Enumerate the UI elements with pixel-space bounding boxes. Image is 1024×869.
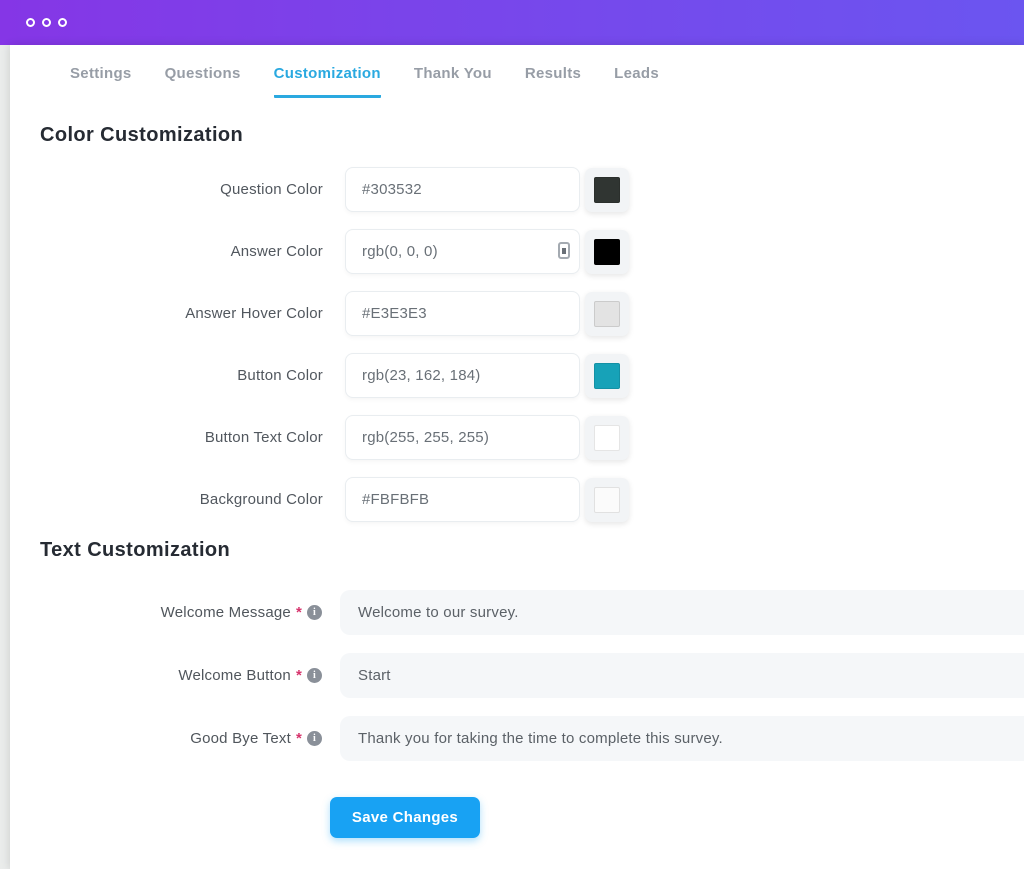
answer-color-label: Answer Color <box>230 243 323 260</box>
text-customization-title: Text Customization <box>40 539 231 561</box>
tab-leads[interactable]: Leads <box>614 65 660 82</box>
button-color-label: Button Color <box>237 367 323 384</box>
save-changes-button[interactable]: Save Changes <box>330 797 480 838</box>
goodbye-text-label: Good Bye Text <box>190 730 291 747</box>
color-swatch-icon <box>594 424 620 451</box>
welcome-message-row: Welcome Message * i <box>40 590 1024 635</box>
required-marker: * <box>295 667 302 684</box>
background-color-input[interactable] <box>345 477 580 522</box>
goodbye-text-row: Good Bye Text * i <box>40 716 1024 761</box>
button-color-input[interactable] <box>345 353 580 398</box>
goodbye-text-input[interactable] <box>340 716 1024 761</box>
tab-thank-you[interactable]: Thank You <box>413 65 492 82</box>
answer-hover-color-input[interactable] <box>345 291 580 336</box>
color-swatch-icon <box>594 362 620 389</box>
button-color-row: Button Color <box>40 353 1024 398</box>
background-color-swatch[interactable] <box>585 477 629 522</box>
window-titlebar <box>0 0 1024 45</box>
answer-color-input[interactable] <box>345 229 580 274</box>
button-text-color-label: Button Text Color <box>204 429 323 446</box>
answer-color-swatch[interactable] <box>585 229 629 274</box>
text-customization-form: Welcome Message * i Welcome Button * i G… <box>10 590 1024 761</box>
background-color-row: Background Color <box>40 477 1024 522</box>
required-marker: * <box>295 604 302 621</box>
button-text-color-swatch[interactable] <box>585 415 629 460</box>
button-text-color-row: Button Text Color <box>40 415 1024 460</box>
question-color-swatch[interactable] <box>585 167 629 212</box>
welcome-message-input[interactable] <box>340 590 1024 635</box>
autofill-extension-icon[interactable] <box>558 242 570 259</box>
color-swatch-icon <box>594 486 620 513</box>
answer-hover-color-swatch[interactable] <box>585 291 629 336</box>
window-control-icon[interactable] <box>58 18 67 27</box>
answer-color-row: Answer Color <box>40 229 1024 274</box>
info-icon[interactable]: i <box>307 731 322 746</box>
tab-settings[interactable]: Settings <box>70 65 132 82</box>
question-color-input[interactable] <box>345 167 580 212</box>
welcome-button-row: Welcome Button * i <box>40 653 1024 698</box>
window-control-icon[interactable] <box>26 18 35 27</box>
background-color-label: Background Color <box>199 491 323 508</box>
tab-questions[interactable]: Questions <box>164 65 241 82</box>
answer-hover-color-row: Answer Hover Color <box>40 291 1024 336</box>
welcome-button-input[interactable] <box>340 653 1024 698</box>
button-text-color-input[interactable] <box>345 415 580 460</box>
color-swatch-icon <box>594 238 620 265</box>
color-customization-form: Question Color Answer Color Answer Hover… <box>10 167 1024 522</box>
welcome-button-label: Welcome Button <box>178 667 291 684</box>
button-color-swatch[interactable] <box>585 353 629 398</box>
welcome-message-label: Welcome Message <box>160 604 291 621</box>
tab-bar: Settings Questions Customization Thank Y… <box>10 45 1024 98</box>
window-controls <box>26 18 67 27</box>
tab-customization[interactable]: Customization <box>273 65 381 98</box>
info-icon[interactable]: i <box>307 668 322 683</box>
tab-results[interactable]: Results <box>524 65 582 82</box>
question-color-row: Question Color <box>40 167 1024 212</box>
color-swatch-icon <box>594 176 620 203</box>
color-swatch-icon <box>594 300 620 327</box>
answer-hover-color-label: Answer Hover Color <box>185 305 323 322</box>
required-marker: * <box>295 730 302 747</box>
question-color-label: Question Color <box>220 181 323 198</box>
window-control-icon[interactable] <box>42 18 51 27</box>
color-customization-title: Color Customization <box>40 124 244 146</box>
info-icon[interactable]: i <box>307 605 322 620</box>
content-card: Settings Questions Customization Thank Y… <box>10 45 1024 869</box>
